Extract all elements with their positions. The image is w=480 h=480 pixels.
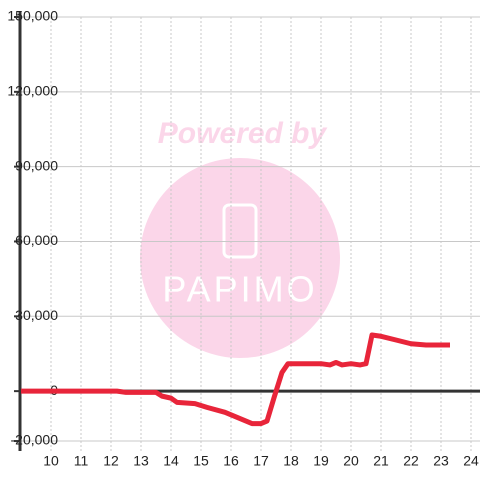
- x-tick-label: 19: [313, 453, 329, 469]
- data-line: [21, 332, 450, 427]
- x-tick-label: 24: [463, 453, 479, 469]
- x-tick-label: 13: [133, 453, 149, 469]
- x-tick-label: 22: [403, 453, 419, 469]
- x-tick-label: 16: [223, 453, 239, 469]
- y-tick-label: -20,000: [11, 432, 59, 448]
- x-tick-label: 23: [433, 453, 449, 469]
- phone-icon: [222, 203, 258, 259]
- y-tick-label: 90,000: [15, 157, 58, 173]
- x-tick-label: 18: [283, 453, 299, 469]
- x-tick-label: 14: [163, 453, 179, 469]
- x-tick-label: 10: [43, 453, 59, 469]
- y-tick-label: 120,000: [7, 83, 58, 99]
- y-tick-label: 60,000: [15, 232, 58, 248]
- x-tick-label: 12: [103, 453, 119, 469]
- x-tick-label: 15: [193, 453, 209, 469]
- y-tick-label: 30,000: [15, 307, 58, 323]
- y-tick-label: 150,000: [7, 8, 58, 24]
- x-tick-label: 17: [253, 453, 269, 469]
- watermark-text: Powered by: [158, 117, 328, 150]
- x-tick-label: 21: [373, 453, 389, 469]
- x-tick-label: 11: [74, 453, 89, 469]
- watermark: Powered by PAPIMO: [140, 117, 340, 358]
- watermark-logo: PAPIMO: [162, 269, 317, 310]
- x-tick-label: 20: [343, 453, 359, 469]
